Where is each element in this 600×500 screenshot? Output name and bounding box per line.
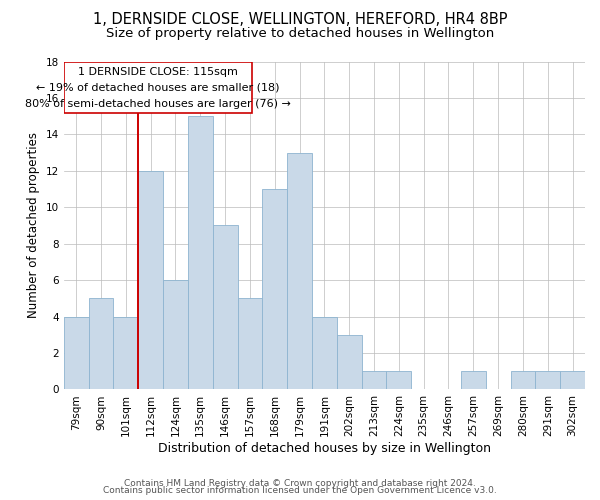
Bar [64,62,253,112]
Y-axis label: Number of detached properties: Number of detached properties [27,132,40,318]
Bar [337,335,362,390]
Text: Contains public sector information licensed under the Open Government Licence v3: Contains public sector information licen… [103,486,497,495]
Text: 80% of semi-detached houses are larger (76) →: 80% of semi-detached houses are larger (… [25,99,291,109]
Text: 1 DERNSIDE CLOSE: 115sqm: 1 DERNSIDE CLOSE: 115sqm [78,66,238,76]
Bar [163,280,188,390]
Bar [89,298,113,390]
Bar [461,371,486,390]
Text: Size of property relative to detached houses in Wellington: Size of property relative to detached ho… [106,28,494,40]
Bar [560,371,585,390]
Bar [535,371,560,390]
Bar [386,371,411,390]
Text: ← 19% of detached houses are smaller (18): ← 19% of detached houses are smaller (18… [37,82,280,92]
Bar [113,316,138,390]
Bar [262,189,287,390]
Bar [188,116,213,390]
Bar [64,316,89,390]
Bar [511,371,535,390]
Text: 1, DERNSIDE CLOSE, WELLINGTON, HEREFORD, HR4 8BP: 1, DERNSIDE CLOSE, WELLINGTON, HEREFORD,… [93,12,507,28]
Bar [362,371,386,390]
Bar [213,226,238,390]
Bar [287,152,312,390]
X-axis label: Distribution of detached houses by size in Wellington: Distribution of detached houses by size … [158,442,491,455]
Text: Contains HM Land Registry data © Crown copyright and database right 2024.: Contains HM Land Registry data © Crown c… [124,478,476,488]
Bar [238,298,262,390]
Bar [312,316,337,390]
Bar [138,171,163,390]
